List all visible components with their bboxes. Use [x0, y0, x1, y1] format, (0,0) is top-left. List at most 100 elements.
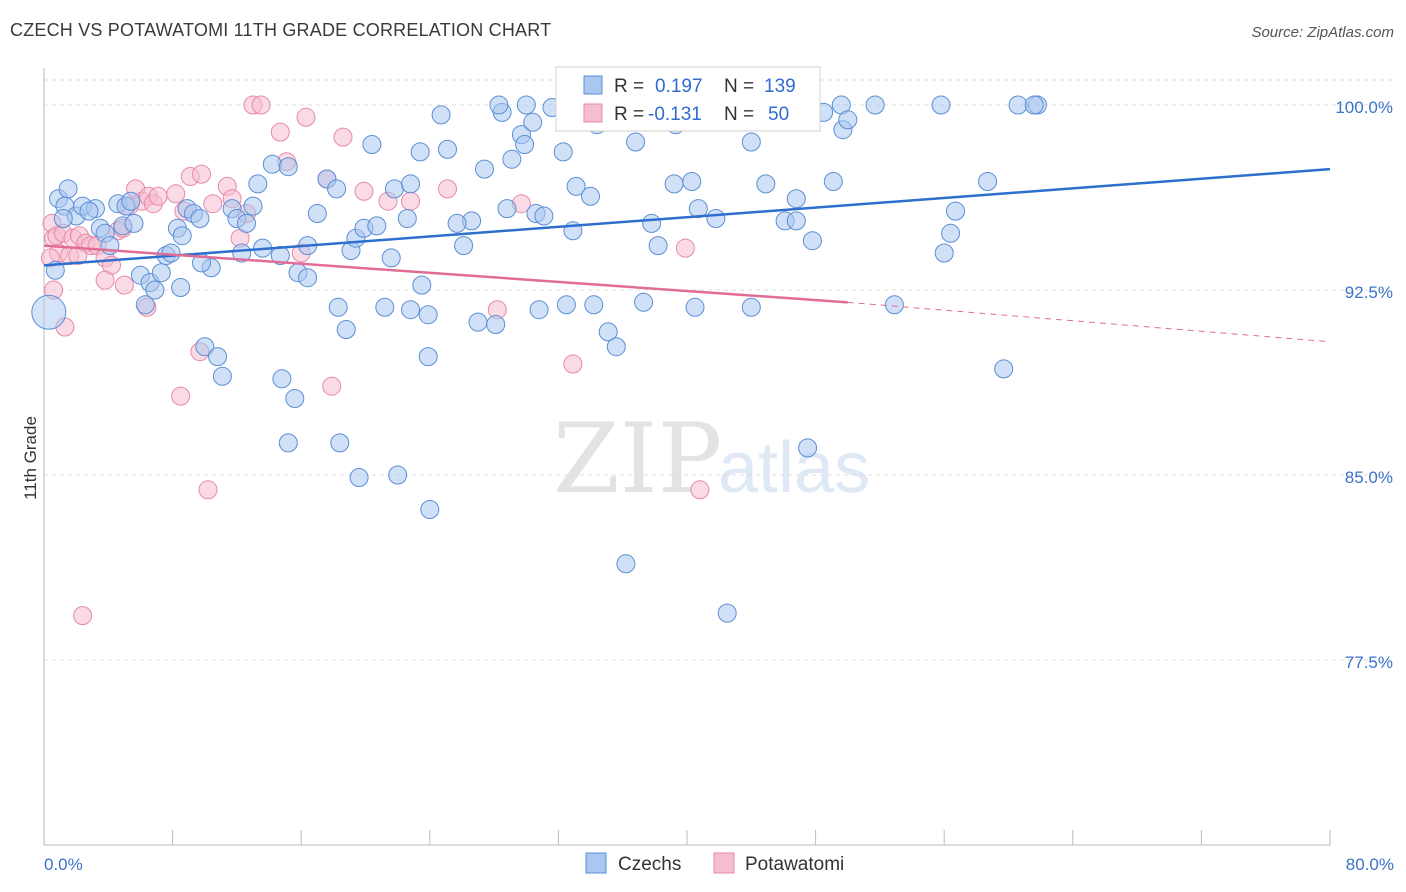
czech-point-116	[1024, 95, 1044, 115]
czech-point-98	[786, 189, 806, 209]
y-axis-label: 11th Grade	[21, 416, 40, 500]
czech-point-39	[298, 268, 318, 288]
czech-point-84	[598, 322, 618, 342]
stats-n-label-potawatomi: N =	[724, 104, 754, 125]
potawatomi-point-51	[114, 275, 134, 295]
watermark-atlas: atlas	[718, 428, 870, 508]
czech-point-108	[931, 95, 951, 115]
potawatomi-point-53	[171, 386, 191, 406]
czech-point-140	[135, 295, 155, 315]
potawatomi-point-38	[333, 127, 353, 147]
czech-point-45	[336, 320, 356, 339]
y-tick-label-2: 92.5%	[1345, 283, 1393, 302]
czech-point-23	[172, 226, 192, 246]
stats-r-label-potawatomi: R =	[614, 104, 644, 125]
potawatomi-point-46	[675, 238, 695, 258]
czech-point-52	[381, 248, 401, 268]
czech-trend-line	[43, 167, 1331, 267]
czech-point-51	[375, 297, 395, 317]
czech-point-88	[634, 292, 654, 312]
watermark: ZIP atlas	[553, 403, 870, 515]
czech-point-105	[838, 110, 858, 130]
czech-point-large	[31, 294, 67, 330]
czech-point-44	[328, 297, 348, 317]
czech-point-19	[151, 263, 171, 283]
potawatomi-point-45	[563, 354, 583, 374]
czech-point-123	[330, 433, 350, 453]
potawatomi-point-23	[166, 184, 186, 204]
czech-point-129	[741, 297, 761, 317]
potawatomi-point-27	[203, 194, 223, 214]
czech-point-76	[534, 206, 554, 226]
czech-point-136	[642, 213, 662, 233]
czech-point-122	[278, 433, 298, 453]
czech-point-133	[584, 295, 604, 315]
legend-label-potawatomi[interactable]: Potawatomi	[745, 854, 844, 875]
czech-point-138	[171, 278, 191, 297]
stats-r-value-czechs: 0.197	[655, 76, 703, 97]
czech-point-99	[786, 211, 806, 231]
czech-point-113	[994, 359, 1014, 379]
czech-point-34	[262, 154, 282, 174]
czech-point-73	[523, 112, 543, 132]
x-tick-label-min: 0.0%	[44, 855, 83, 874]
potawatomi-trend-extension	[847, 301, 1331, 343]
czech-point-55	[401, 174, 420, 194]
czech-point-62	[447, 213, 467, 233]
czech-point-5	[53, 209, 73, 228]
czech-point-56	[412, 275, 432, 295]
czech-point-10	[121, 191, 141, 211]
czech-point-107	[884, 295, 904, 315]
czech-point-85	[606, 337, 626, 357]
stats-n-value-potawatomi: 50	[768, 104, 789, 125]
czech-point-119	[212, 366, 232, 386]
stats-r-label-czechs: R =	[614, 76, 644, 97]
czech-point-54	[397, 209, 417, 228]
czech-point-141	[418, 305, 438, 325]
potawatomi-point-56	[73, 606, 93, 626]
czech-point-79	[553, 142, 573, 162]
stats-legend-swatch-czechs	[583, 75, 603, 95]
czech-point-120	[272, 369, 292, 389]
czech-point-125	[388, 465, 408, 485]
czech-point-106	[865, 95, 885, 115]
czech-point-32	[232, 243, 252, 263]
czech-point-114	[1008, 95, 1028, 115]
czech-point-63	[468, 312, 488, 332]
stats-n-value-czechs: 139	[764, 76, 796, 97]
czech-point-69	[489, 95, 509, 115]
czech-point-124	[349, 468, 369, 487]
legend-swatch-potawatomi[interactable]	[713, 852, 735, 874]
legend-label-czechs[interactable]: Czechs	[618, 854, 681, 875]
czech-point-71	[515, 135, 535, 154]
czech-point-95	[741, 132, 761, 152]
czech-point-117	[195, 337, 215, 357]
chart-title: CZECH VS POTAWATOMI 11TH GRADE CORRELATI…	[10, 20, 552, 40]
potawatomi-point-36	[296, 107, 316, 127]
czech-point-40	[307, 204, 327, 223]
chart-source: Source: ZipAtlas.com	[1251, 24, 1394, 41]
stats-r-value-potawatomi: -0.131	[648, 104, 702, 125]
legend-swatch-czechs[interactable]	[585, 852, 607, 874]
czech-point-128	[616, 554, 636, 574]
potawatomi-point-47	[690, 480, 710, 500]
stats-legend: R = 0.197 N = 139 R = -0.131 N = 50	[555, 66, 821, 132]
czech-point-7	[79, 201, 99, 221]
potawatomi-trend-line	[43, 244, 848, 304]
czech-point-78	[566, 176, 586, 196]
axes	[43, 68, 1331, 846]
czech-point-74	[529, 300, 549, 320]
czech-point-36	[278, 157, 298, 177]
potawatomi-point-22	[148, 186, 168, 206]
czech-point-96	[756, 174, 776, 194]
czech-point-65	[475, 159, 494, 179]
y-tick-label-0: 77.5%	[1345, 653, 1393, 672]
czech-point-111	[934, 243, 954, 263]
czech-point-72	[516, 95, 536, 115]
potawatomi-point-26	[192, 164, 211, 184]
czech-point-100	[802, 231, 822, 251]
y-tick-label-3: 100.0%	[1335, 98, 1393, 117]
czech-point-90	[664, 174, 684, 194]
y-tick-label-1: 85.0%	[1345, 468, 1393, 487]
